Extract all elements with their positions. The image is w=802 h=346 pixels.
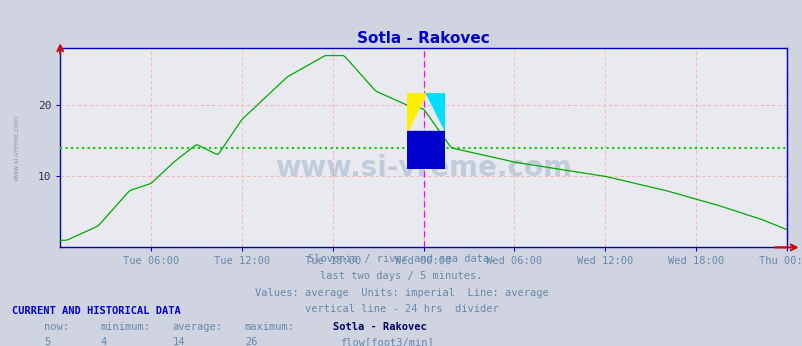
Text: Sotla - Rakovec: Sotla - Rakovec (333, 322, 427, 333)
Text: maximum:: maximum: (245, 322, 294, 333)
Text: Slovenia / river and sea data.: Slovenia / river and sea data. (307, 254, 495, 264)
Polygon shape (426, 93, 445, 131)
Polygon shape (407, 131, 445, 169)
Text: minimum:: minimum: (100, 322, 150, 333)
Text: vertical line - 24 hrs  divider: vertical line - 24 hrs divider (304, 304, 498, 314)
Text: CURRENT AND HISTORICAL DATA: CURRENT AND HISTORICAL DATA (12, 306, 180, 316)
Text: flow[foot3/min]: flow[foot3/min] (339, 337, 433, 346)
Text: 14: 14 (172, 337, 185, 346)
Text: www.si-vreme.com: www.si-vreme.com (14, 115, 19, 181)
Text: 4: 4 (100, 337, 107, 346)
Text: now:: now: (44, 322, 69, 333)
Text: www.si-vreme.com: www.si-vreme.com (275, 154, 571, 182)
Text: 5: 5 (44, 337, 51, 346)
Text: last two days / 5 minutes.: last two days / 5 minutes. (320, 271, 482, 281)
Text: Values: average  Units: imperial  Line: average: Values: average Units: imperial Line: av… (254, 288, 548, 298)
Title: Sotla - Rakovec: Sotla - Rakovec (357, 31, 489, 46)
Text: average:: average: (172, 322, 222, 333)
Polygon shape (407, 93, 426, 131)
Text: 26: 26 (245, 337, 257, 346)
